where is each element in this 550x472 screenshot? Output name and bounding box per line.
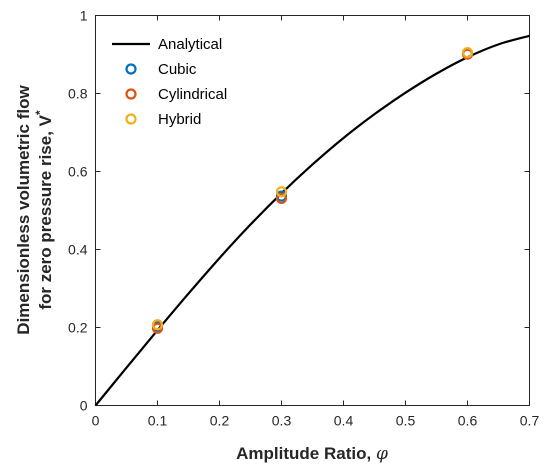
hybrid-marker (151, 319, 164, 331)
hybrid-marker (461, 46, 474, 59)
legend-analytical-label: Analytical (158, 36, 222, 53)
cylindrical-marker (275, 192, 288, 205)
hybrid-marker (275, 186, 288, 198)
x-tick-label: 0.5 (396, 413, 416, 429)
legend-hybrid-label: Hybrid (158, 111, 201, 128)
legend-cubic-label: Cubic (158, 61, 197, 78)
y-tick-label: 1 (80, 8, 88, 24)
plot-area (95, 15, 530, 406)
x-tick-label: 0.4 (334, 413, 354, 429)
x-tick-label: 0 (92, 413, 100, 429)
y-tick-label: 0.6 (68, 164, 88, 180)
x-axis-ticks: 0 0.1 0.2 0.3 0.4 0.5 0.6 0.7 (92, 15, 540, 429)
legend-cubic-swatch (125, 63, 137, 75)
x-axis-label: Amplitude Ratio, φ (236, 444, 388, 464)
y-tick-label: 0.2 (68, 320, 88, 336)
y-axis-label: Dimensionless volumetric flow for zero p… (14, 85, 55, 335)
y-axis-label-line2: for zero pressure rise, V* (33, 110, 55, 310)
x-tick-label: 0.2 (210, 413, 230, 429)
cylindrical-marker (151, 322, 164, 334)
plot-frame (95, 15, 530, 406)
legend: Analytical Cubic Cylindrical Hybrid (112, 36, 227, 128)
x-tick-label: 0.3 (272, 413, 292, 429)
analytical-line (94, 34, 530, 407)
y-axis-ticks: 0 0.2 0.4 0.6 0.8 1 (68, 8, 530, 414)
x-tick-label: 0.6 (458, 413, 478, 429)
legend-cylindrical-label: Cylindrical (158, 86, 227, 103)
series-layer (94, 34, 530, 407)
y-tick-label: 0.8 (68, 86, 88, 102)
y-axis-label-line1: Dimensionless volumetric flow (14, 85, 33, 335)
x-tick-label: 0.1 (148, 413, 168, 429)
x-tick-label: 0.7 (520, 413, 540, 429)
legend-hybrid-swatch (125, 113, 137, 125)
y-tick-label: 0 (80, 398, 88, 414)
y-tick-label: 0.4 (68, 242, 88, 258)
legend-cylindrical-swatch (125, 88, 137, 100)
